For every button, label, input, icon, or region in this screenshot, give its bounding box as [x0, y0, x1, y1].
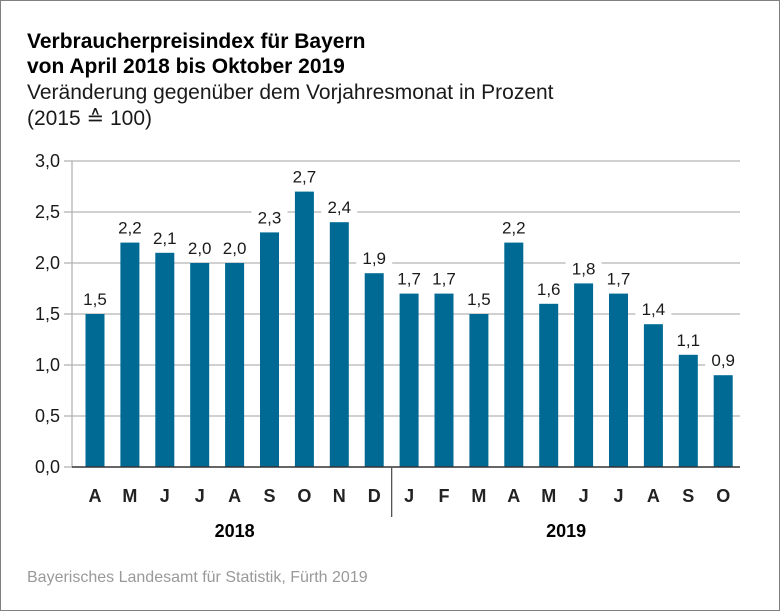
data-label: 2,3	[258, 208, 282, 227]
y-axis-ticks: 0,0 0,5 1,0 1,5 2,0 2,5 3,0	[35, 151, 73, 477]
data-label-background	[600, 266, 637, 289]
chart-subtitle-line-1: Veränderung gegenüber dem Vorjahresmonat…	[27, 81, 554, 104]
x-tick-label: J	[195, 486, 205, 506]
x-tick-label: J	[404, 486, 414, 506]
bar	[574, 283, 594, 467]
data-label-background	[635, 297, 672, 320]
data-label-background	[356, 246, 393, 269]
bar	[504, 242, 524, 467]
bar	[260, 232, 279, 467]
x-tick-label: N	[333, 486, 346, 506]
x-tick-label: D	[368, 486, 381, 506]
data-label: 1,5	[83, 290, 107, 309]
data-label: 1,6	[537, 280, 561, 299]
bar	[713, 375, 733, 467]
data-label-background	[181, 236, 218, 258]
data-label: 1,8	[572, 259, 596, 278]
data-label: 2,2	[118, 219, 142, 238]
data-label: 2,1	[153, 229, 177, 248]
chart-title-line-1: Verbraucherpreisindex für Bayern	[27, 30, 366, 53]
x-tick-label: J	[579, 486, 589, 506]
bar	[155, 252, 175, 467]
data-label-background	[321, 195, 358, 218]
chart-title: Verbraucherpreisindex für Bayern von Apr…	[27, 29, 365, 79]
x-tick-label: O	[716, 486, 730, 506]
x-tick-label: S	[682, 486, 694, 506]
bar	[329, 222, 349, 467]
x-tick-label: A	[228, 486, 241, 506]
data-label: 1,7	[397, 270, 421, 289]
data-label-background	[565, 256, 602, 279]
bar	[120, 242, 140, 467]
data-label: 1,9	[362, 249, 386, 268]
bar	[643, 324, 663, 467]
bars	[85, 191, 733, 467]
data-label: 2,4	[327, 198, 351, 217]
bar	[190, 263, 210, 467]
data-label-background	[530, 276, 567, 299]
y-tick-label: 2,5	[35, 202, 60, 222]
bar	[364, 273, 384, 467]
bar	[469, 314, 489, 467]
gridlines	[72, 160, 740, 417]
data-label-background	[77, 287, 113, 309]
y-tick-label: 0,0	[35, 457, 60, 477]
data-label-background	[705, 348, 742, 371]
x-tick-label: M	[541, 486, 556, 506]
y-tick-label: 1,0	[35, 355, 60, 375]
chart-subtitle-line-2: (2015 ≙ 100)	[27, 107, 153, 130]
x-tick-label: A	[89, 486, 102, 506]
year-label: 2019	[546, 521, 586, 541]
data-label: 2,0	[188, 239, 212, 258]
y-tick-label: 2,0	[35, 253, 60, 273]
y-tick-label: 3,0	[35, 151, 60, 171]
chart-subtitle: Veränderung gegenüber dem Vorjahresmonat…	[27, 80, 554, 132]
year-label: 2018	[215, 521, 255, 541]
data-label: 1,7	[432, 270, 456, 289]
data-label: 1,7	[607, 270, 631, 289]
chart-title-line-2: von April 2018 bis Oktober 2019	[27, 55, 345, 78]
data-label: 2,0	[223, 239, 247, 258]
x-tick-label: J	[613, 486, 623, 506]
data-label-background	[146, 225, 183, 248]
data-label: 1,4	[642, 300, 666, 319]
data-label-background	[426, 266, 462, 289]
data-label-background	[391, 266, 428, 289]
bar	[225, 263, 245, 467]
x-tick-label: S	[263, 486, 275, 506]
x-tick-label: O	[297, 486, 311, 506]
data-label-background	[670, 327, 707, 350]
bar	[294, 191, 314, 467]
x-tick-label: M	[122, 486, 137, 506]
data-label-background	[495, 215, 532, 238]
data-label-background	[251, 205, 288, 228]
bar	[85, 314, 105, 467]
data-label: 2,7	[293, 168, 317, 187]
data-label-background	[460, 287, 497, 309]
x-tick-label: A	[647, 486, 660, 506]
x-tick-label: F	[439, 486, 450, 506]
x-tick-label: J	[160, 486, 170, 506]
x-tick-label: A	[507, 486, 520, 506]
y-tick-label: 1,5	[35, 304, 60, 324]
data-label-background	[216, 236, 253, 258]
data-label: 0,9	[711, 351, 735, 370]
source-note: Bayerisches Landesamt für Statistik, Für…	[27, 569, 368, 586]
bar	[434, 293, 454, 467]
data-label-background	[286, 164, 323, 187]
data-label-background	[111, 215, 148, 238]
bar	[678, 354, 698, 467]
bar	[539, 303, 559, 467]
data-label: 2,2	[502, 219, 526, 238]
data-label: 1,1	[676, 331, 700, 350]
bar	[399, 293, 419, 467]
y-tick-label: 0,5	[35, 406, 60, 426]
data-labels: 1,5 2,2 2,1 2,0 2,0 2,3 2,7 2,4 1,9 1,7 1,7 1,5 2,2 1…	[77, 164, 742, 371]
data-label: 1,5	[467, 290, 491, 309]
bar	[609, 293, 628, 467]
x-tick-label: M	[471, 486, 486, 506]
